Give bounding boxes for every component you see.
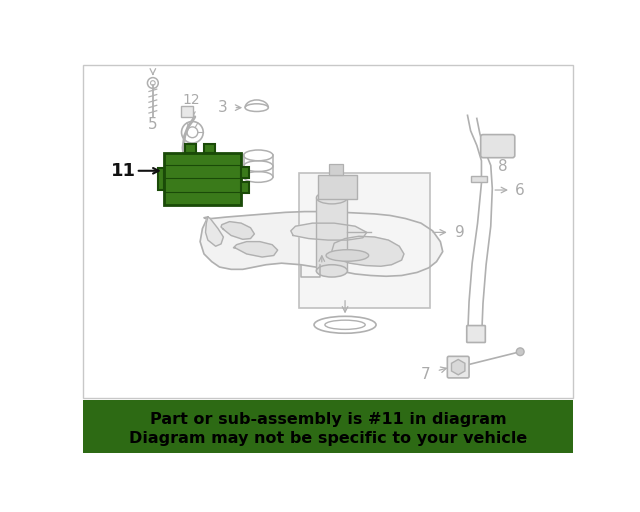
- Bar: [472, 176, 487, 182]
- Bar: [241, 167, 249, 178]
- Ellipse shape: [316, 265, 348, 277]
- Bar: [186, 144, 196, 153]
- Text: 11: 11: [111, 162, 136, 180]
- FancyBboxPatch shape: [481, 135, 515, 158]
- Bar: [180, 106, 193, 117]
- Bar: [83, 400, 573, 453]
- Polygon shape: [205, 217, 223, 246]
- Text: 2: 2: [166, 179, 176, 194]
- Text: 3: 3: [218, 100, 227, 115]
- Text: 4: 4: [214, 159, 224, 174]
- Text: 9: 9: [455, 225, 465, 240]
- Bar: [204, 144, 215, 153]
- Bar: [318, 175, 356, 199]
- Text: 12: 12: [182, 93, 200, 107]
- Polygon shape: [234, 242, 278, 257]
- Bar: [83, 66, 573, 398]
- Ellipse shape: [316, 191, 348, 204]
- Polygon shape: [221, 222, 254, 239]
- Polygon shape: [332, 236, 404, 266]
- Bar: [329, 164, 343, 175]
- Text: 8: 8: [499, 159, 508, 174]
- Text: 5: 5: [148, 117, 157, 132]
- Text: 10: 10: [335, 281, 355, 295]
- Polygon shape: [200, 211, 443, 276]
- Text: Part or sub-assembly is #11 in diagram: Part or sub-assembly is #11 in diagram: [150, 412, 506, 427]
- Text: 6: 6: [515, 183, 524, 198]
- FancyBboxPatch shape: [467, 326, 485, 343]
- Bar: [241, 182, 249, 193]
- Polygon shape: [157, 168, 164, 190]
- Circle shape: [516, 348, 524, 355]
- Text: Diagram may not be specific to your vehicle: Diagram may not be specific to your vehi…: [129, 431, 527, 446]
- Text: 7: 7: [421, 367, 431, 382]
- FancyBboxPatch shape: [447, 356, 469, 378]
- Bar: [316, 198, 348, 271]
- Bar: [164, 153, 241, 205]
- Polygon shape: [291, 223, 367, 240]
- Bar: [298, 173, 430, 308]
- Ellipse shape: [326, 250, 369, 261]
- Text: 1: 1: [317, 263, 326, 279]
